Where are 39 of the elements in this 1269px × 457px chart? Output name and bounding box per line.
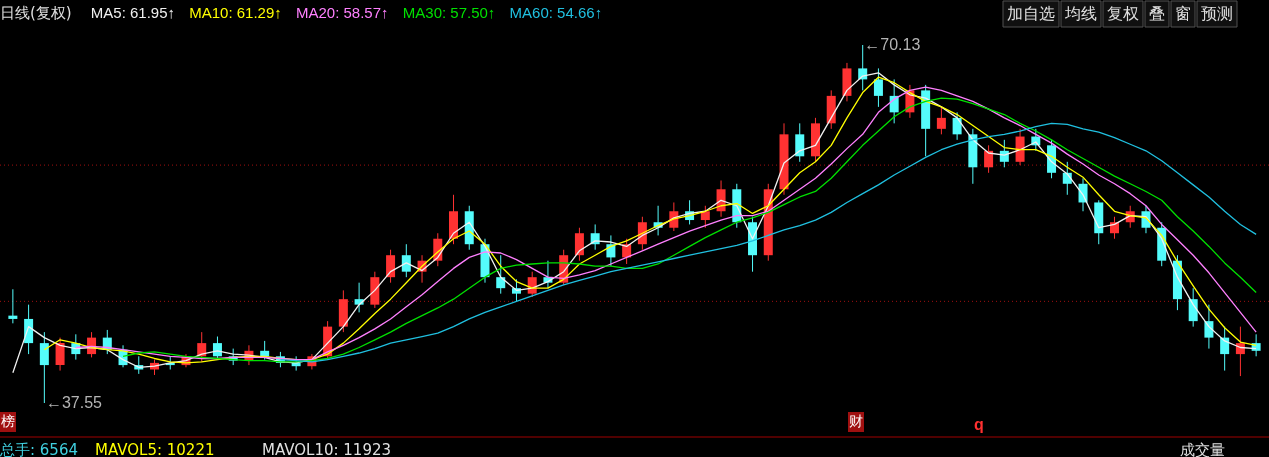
candlestick [496,254,506,295]
chart-title: 日线(复权) [0,4,72,22]
annotation: ←37.55 [45,394,103,411]
candlestick [55,337,65,372]
candlestick [574,227,584,262]
text: q [974,416,984,433]
candlestick [39,331,49,404]
text: MA60: 54.66↑ [509,4,603,21]
candlestick [795,122,805,163]
candlestick [1188,287,1198,328]
candlestick [873,67,883,108]
candlestick [1251,333,1261,357]
text: MA10: 61.29↑ [189,4,282,21]
candlestick [401,243,411,278]
text: 均线 [1064,4,1097,23]
text: MAVOL10: 11923 [262,441,392,457]
text: 财 [849,413,863,429]
candlestick [386,249,396,284]
candlestick [291,355,301,372]
candlestick [984,144,994,174]
candlestick [8,288,18,324]
text: 总手: 6564 [0,441,78,457]
text: MAVOL5: 10221 [95,441,215,457]
candlestick [936,106,946,135]
text: MA5: 61.95↑ [90,4,176,21]
text: 榜 [1,413,15,429]
text: 复权 [1107,4,1139,23]
text: MA30: 57.50↑ [402,4,496,21]
text: MA20: 58.57↑ [296,4,389,21]
candlestick [700,205,710,229]
text: 加自选 [1007,4,1055,23]
annotation: ←70.13 [864,36,921,53]
candlestick [260,340,270,361]
candlestick [952,111,962,141]
text: 叠 [1149,4,1165,23]
candlestick [1204,304,1214,350]
text: 预测 [1201,4,1233,23]
text: 成交量 [1180,441,1225,457]
text: 窗 [1175,4,1191,23]
